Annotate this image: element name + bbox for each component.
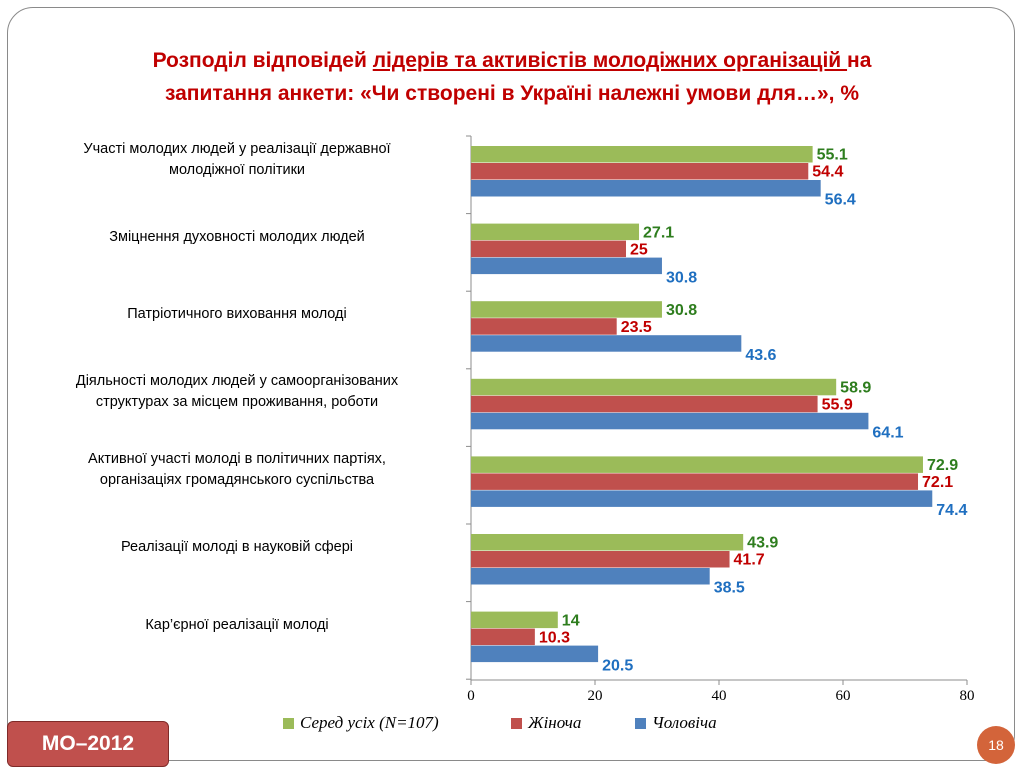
data-label: 55.1	[817, 147, 848, 164]
title-underlined: лідерів та активістів молодіжних організ…	[372, 49, 848, 72]
bar-all	[471, 223, 640, 241]
x-tick-label: 20	[588, 688, 603, 704]
data-label: 55.9	[822, 397, 853, 414]
data-label: 30.8	[666, 302, 697, 319]
legend-swatch	[635, 717, 646, 729]
chart-legend: Серед усіх (N=107) Жіноча Чоловіча	[0, 713, 1024, 735]
bar-all	[471, 534, 744, 551]
bar-female	[471, 318, 617, 335]
page-number: 18	[977, 726, 1015, 764]
data-label: 72.9	[927, 457, 958, 474]
category-label: Зміцнення духовності молодих людей	[20, 227, 454, 248]
legend-swatch	[283, 717, 294, 729]
data-label: 23.5	[621, 319, 652, 336]
data-label: 56.4	[825, 192, 856, 209]
category-label-line: Зміцнення духовності молодих людей	[109, 228, 365, 245]
title-part1: Розподіл відповідей	[152, 49, 373, 72]
data-label: 25	[630, 241, 648, 258]
chart-title: Розподіл відповідей лідерів та активісті…	[30, 44, 994, 110]
bar-male	[471, 568, 710, 585]
data-label: 38.5	[714, 580, 745, 597]
category-label: Участі молодих людей у реалізації держав…	[20, 139, 454, 181]
title-part2: на	[847, 49, 872, 72]
category-label: Активної участі молоді в політичних парт…	[20, 449, 454, 491]
bar-female	[471, 628, 535, 646]
bar-female	[471, 163, 809, 180]
legend-swatch	[511, 717, 522, 729]
x-tick-label: 60	[836, 688, 851, 704]
category-label-line: Активної участі молоді в політичних парт…	[88, 450, 386, 467]
bar-male	[471, 180, 821, 197]
data-label: 27.1	[643, 224, 674, 241]
bar-all	[471, 146, 813, 163]
legend-item: Серед усіх (N=107)	[283, 713, 439, 733]
category-label: Реалізації молоді в науковій сфері	[20, 537, 454, 558]
bar-female	[471, 551, 730, 568]
category-label: Кар’єрної реалізації молоді	[20, 615, 454, 636]
x-tick-label: 80	[960, 688, 975, 704]
category-label-line: структурах за місцем проживання, роботи	[95, 394, 379, 411]
mo-2012-badge: МО–2012	[7, 721, 169, 767]
data-label: 64.1	[872, 425, 903, 442]
x-tick-label: 0	[467, 688, 475, 704]
bar-male	[471, 335, 742, 352]
category-label-line: Участі молодих людей у реалізації держав…	[83, 140, 391, 157]
data-label: 43.6	[745, 347, 776, 364]
category-label-line: Діяльності молодих людей у самоорганізов…	[75, 373, 399, 390]
bar-all	[471, 611, 558, 629]
data-label: 43.9	[747, 535, 778, 552]
legend-item: Чоловіча	[635, 713, 717, 733]
data-label: 72.1	[922, 474, 953, 491]
title-line2: запитання анкети: «Чи створені в Україні…	[164, 82, 860, 105]
bar-male	[471, 412, 869, 430]
bar-male	[471, 490, 933, 507]
data-label: 74.4	[936, 502, 967, 519]
bar-all	[471, 378, 837, 396]
data-label: 14	[562, 612, 580, 629]
category-label-line: організаціях громадянського суспільства	[99, 471, 375, 488]
category-label: Патріотичного виховання молоді	[20, 304, 454, 325]
data-label: 30.8	[666, 269, 697, 286]
category-label: Діяльності молодих людей у самоорганізов…	[20, 371, 454, 413]
data-label: 20.5	[602, 657, 633, 674]
data-label: 58.9	[840, 380, 871, 397]
legend-label: Чоловіча	[652, 713, 717, 732]
bar-female	[471, 395, 818, 413]
bar-female	[471, 240, 626, 258]
bar-male	[471, 645, 599, 663]
data-label: 41.7	[734, 552, 765, 569]
legend-item: Жіноча	[511, 713, 581, 733]
bar-all	[471, 301, 662, 318]
x-tick-label: 40	[712, 688, 727, 704]
bar-all	[471, 456, 923, 473]
legend-label: Серед усіх (N=107)	[300, 713, 439, 732]
bar-male	[471, 257, 662, 275]
category-label-line: Кар’єрної реалізації молоді	[145, 616, 329, 633]
bar-female	[471, 473, 919, 490]
category-label-line: Патріотичного виховання молоді	[127, 306, 347, 323]
category-label-line: молодіжної політики	[168, 161, 306, 178]
legend-label: Жіноча	[528, 713, 582, 732]
data-label: 54.4	[812, 164, 843, 181]
data-label: 10.3	[539, 629, 570, 646]
category-label-line: Реалізації молоді в науковій сфері	[121, 539, 353, 555]
